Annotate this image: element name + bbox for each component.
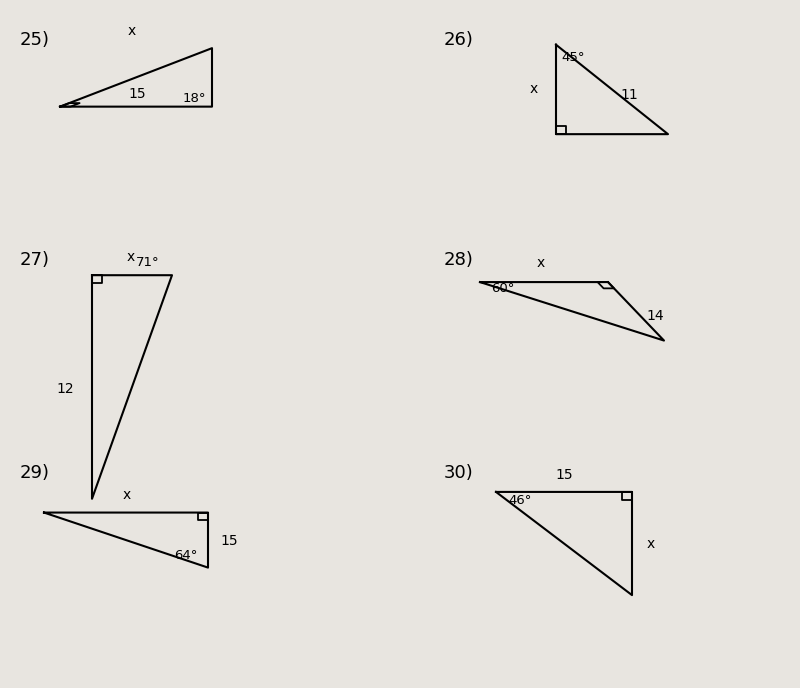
Text: x: x (530, 83, 538, 96)
Text: 30): 30) (444, 464, 474, 482)
Text: 14: 14 (646, 310, 664, 323)
Text: 71°: 71° (136, 257, 160, 269)
Text: 28): 28) (444, 251, 474, 269)
Text: x: x (537, 257, 545, 270)
Text: 46°: 46° (508, 494, 532, 506)
Text: 45°: 45° (562, 51, 586, 63)
Text: 18°: 18° (182, 92, 206, 105)
Text: 15: 15 (220, 535, 238, 548)
Text: 60°: 60° (490, 283, 514, 295)
Text: 25): 25) (20, 31, 50, 49)
Text: 64°: 64° (174, 549, 198, 561)
Text: x: x (126, 250, 134, 264)
Text: 15: 15 (129, 87, 146, 101)
Text: 12: 12 (57, 382, 74, 396)
Text: 27): 27) (20, 251, 50, 269)
Text: x: x (128, 24, 136, 38)
Text: 29): 29) (20, 464, 50, 482)
Text: 26): 26) (444, 31, 474, 49)
Text: x: x (646, 537, 654, 550)
Text: x: x (122, 488, 130, 502)
Text: 15: 15 (555, 468, 573, 482)
Text: 11: 11 (620, 88, 638, 102)
